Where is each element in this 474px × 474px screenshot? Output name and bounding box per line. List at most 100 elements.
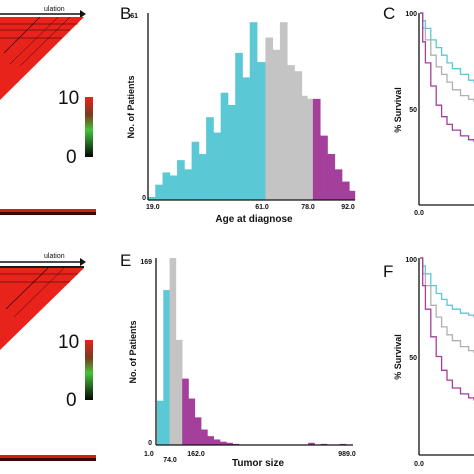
panel-f-y-tick-50: 50 [409,355,417,362]
panel-b-bar [220,92,229,200]
panel-c-y-tick-100: 100 [405,11,417,18]
panel-d-arrow-head [80,258,86,266]
panel-e-x-tick-3: 989.0 [338,451,356,458]
panel-e-bar [226,442,233,445]
panel-b-bar [320,135,328,200]
panel-e-x-tick-0: 1.0 [144,451,154,458]
panel-e-bar [207,436,214,445]
panel-b-bar [307,98,314,200]
panel-b-bar [301,95,308,200]
panel-e-x-tick-1: 74.0 [163,457,177,464]
panel-b-bar [162,172,171,200]
panel-d-color-scale [85,340,93,400]
panel-d-bottom-track-dark [0,458,96,461]
panel-d: ulation 10 0 [0,253,96,461]
panel-c-letter: C [383,4,395,23]
panel-f: F 100 50 0.0 % Survival [383,257,474,468]
panel-b-bar [249,22,258,201]
panel-b-bar [206,117,214,200]
panel-f-x-tick-0: 0.0 [414,461,424,468]
panel-c-x-tick-0: 0.0 [414,210,424,217]
panel-b-letter: B [120,4,131,23]
panel-c-curve-0 [420,12,474,83]
panel-f-y-title: % Survival [393,334,403,380]
panel-b-bar [191,141,200,200]
panel-b-bar [279,22,288,201]
panel-c-y-title: % Survival [393,87,403,133]
panel-b-bar [334,169,343,200]
panel-b-bar [327,154,336,200]
panel-e-bar [169,258,177,445]
panel-f-curves [420,257,474,401]
panel-b-bar [177,160,185,200]
panel-d-heatmap-triangle [0,268,84,350]
panel-b-bar [227,104,236,200]
panel-e-y-tick-top: 169 [140,259,152,266]
panel-b-x-tick-1: 61.0 [255,204,269,211]
panel-c-curves [420,12,474,143]
panel-f-curve-2 [420,257,474,401]
panel-a-color-scale [85,97,93,157]
panel-a-scale-top-label: 10 [58,88,79,109]
panel-b-bar [169,175,178,200]
panel-d-scale-bottom-label: 0 [66,390,77,411]
panel-c-curve-1 [420,12,474,102]
panel-b-y-title: No. of Patients [126,75,136,138]
panel-e-x-title: Tumor size [232,458,284,469]
panel-c: C 100 50 0.0 % Survival [383,4,474,217]
panel-e-bar [188,398,196,445]
panel-e-bar [220,441,227,445]
panel-b-x-title: Age at diagnose [215,214,293,225]
panel-b-y-tick-bottom: 0 [142,195,146,202]
panel-b-bars [148,22,356,201]
panel-b: B 61 0 19.0 61.0 78.0 92.0 Age at diagno… [120,4,356,225]
panel-b-bar [213,132,222,200]
panel-d-top-band [0,266,84,268]
panel-e-bar [175,339,183,445]
panel-e-letter: E [120,251,131,270]
panel-a-scale-bottom-label: 0 [66,147,77,168]
panel-b-y-tick-top: 61 [130,13,138,20]
panel-e-y-tick-bottom: 0 [148,440,152,447]
panel-e-bars [157,258,347,445]
panel-b-bar [349,190,356,200]
panel-c-y-tick-50: 50 [409,107,417,114]
panel-b-bar [272,49,281,200]
panel-d-scale-top-label: 10 [58,332,79,353]
panel-c-curve-2 [420,12,474,143]
panel-e-bar [157,400,164,445]
panel-b-bar [198,154,207,200]
panel-d-header-text: ulation [44,253,65,260]
panel-a-header-text: ulation [44,6,65,13]
panel-a-arrow-head [80,10,86,18]
panel-d-heatmap-streaks [0,267,78,318]
panel-b-bar [184,169,192,200]
panel-b-x-tick-2: 78.0 [301,204,315,211]
panel-a-heatmap-streaks [0,16,78,67]
panel-e-bar [201,429,208,445]
panel-b-bar [265,37,274,200]
panel-e-bar [163,290,170,445]
panel-e-bar [213,439,221,445]
panel-f-letter: F [383,262,393,281]
panel-e-x-tick-2: 162.0 [187,451,205,458]
panel-e-bar [182,378,189,445]
panel-a-bottom-track-dark [0,212,96,215]
panel-b-bar [235,52,243,200]
panel-f-curve-1 [420,257,474,354]
panel-b-x-tick-0: 19.0 [146,204,160,211]
panel-e-y-title: No. of Patients [128,320,138,383]
panel-b-bar [294,71,303,200]
panel-a: ulation 10 0 [0,6,96,215]
panel-b-bar [155,184,163,200]
panel-b-x-tick-3: 92.0 [341,204,355,211]
panel-b-bar [256,62,266,200]
panel-e-bar [194,417,202,445]
panel-e-bar [308,442,315,445]
panel-b-bar [341,181,350,200]
panel-b-bar [148,196,156,200]
panel-b-bar [287,65,295,200]
panel-f-curve-0 [420,257,474,318]
panel-e: E 169 0 1.0 74.0 162.0 989.0 Tumor size … [120,251,356,469]
